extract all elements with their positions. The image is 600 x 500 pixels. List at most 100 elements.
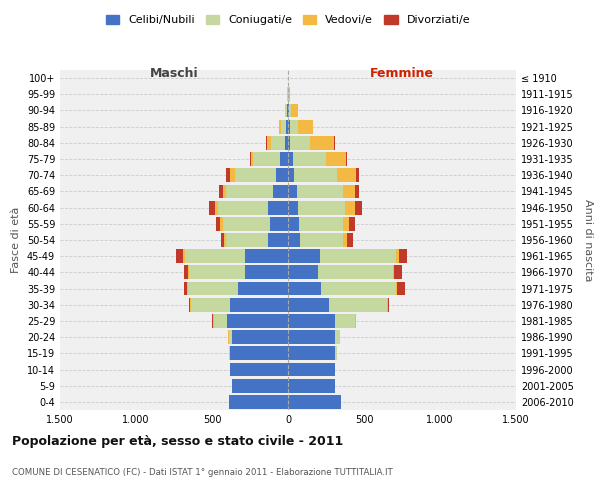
Bar	[288, 152, 293, 166]
Bar	[294, 168, 337, 182]
Bar	[223, 217, 270, 230]
Bar	[288, 346, 335, 360]
Bar	[288, 104, 289, 118]
Bar	[230, 346, 288, 360]
Bar	[289, 88, 290, 101]
Bar	[335, 330, 340, 344]
Y-axis label: Anni di nascita: Anni di nascita	[583, 198, 593, 281]
Bar	[188, 282, 238, 296]
Bar	[322, 282, 396, 296]
Bar	[335, 314, 355, 328]
Bar	[343, 217, 349, 230]
Bar	[270, 217, 288, 230]
Bar	[267, 136, 271, 149]
Bar	[213, 314, 214, 328]
Bar	[394, 266, 402, 280]
Bar	[288, 200, 298, 214]
Bar	[219, 184, 223, 198]
Bar	[288, 395, 341, 409]
Bar	[176, 250, 183, 263]
Bar	[184, 282, 187, 296]
Bar	[396, 282, 397, 296]
Bar	[230, 362, 288, 376]
Text: Maschi: Maschi	[149, 67, 199, 80]
Bar	[253, 152, 280, 166]
Bar	[396, 250, 399, 263]
Y-axis label: Fasce di età: Fasce di età	[11, 207, 21, 273]
Bar	[288, 217, 299, 230]
Bar	[226, 233, 268, 247]
Bar	[266, 136, 267, 149]
Bar	[235, 168, 276, 182]
Bar	[245, 250, 288, 263]
Bar	[226, 184, 273, 198]
Bar	[183, 250, 185, 263]
Bar	[347, 233, 353, 247]
Bar	[288, 379, 335, 392]
Bar	[209, 200, 215, 214]
Bar	[288, 362, 335, 376]
Bar	[187, 282, 188, 296]
Bar	[212, 314, 213, 328]
Bar	[188, 266, 189, 280]
Bar	[343, 233, 347, 247]
Bar	[286, 120, 288, 134]
Bar	[287, 104, 288, 118]
Bar	[218, 200, 268, 214]
Bar	[288, 120, 290, 134]
Bar	[349, 217, 355, 230]
Bar	[229, 346, 230, 360]
Bar	[387, 298, 388, 312]
Text: Popolazione per età, sesso e stato civile - 2011: Popolazione per età, sesso e stato civil…	[12, 435, 343, 448]
Bar	[355, 314, 356, 328]
Bar	[228, 330, 229, 344]
Bar	[334, 136, 335, 149]
Bar	[337, 168, 356, 182]
Bar	[343, 184, 355, 198]
Bar	[288, 233, 300, 247]
Bar	[293, 152, 326, 166]
Bar	[399, 250, 407, 263]
Bar	[329, 298, 387, 312]
Bar	[388, 298, 389, 312]
Bar	[288, 136, 290, 149]
Bar	[238, 282, 288, 296]
Bar	[227, 314, 288, 328]
Bar	[276, 168, 288, 182]
Bar	[288, 250, 320, 263]
Bar	[245, 266, 288, 280]
Bar	[229, 330, 232, 344]
Text: Femmine: Femmine	[370, 67, 434, 80]
Bar	[299, 217, 343, 230]
Bar	[356, 168, 359, 182]
Bar	[215, 200, 218, 214]
Bar	[230, 168, 235, 182]
Bar	[285, 136, 288, 149]
Bar	[397, 282, 405, 296]
Bar	[288, 184, 297, 198]
Bar	[189, 298, 190, 312]
Bar	[189, 266, 245, 280]
Bar	[310, 136, 334, 149]
Bar	[290, 120, 298, 134]
Bar	[288, 314, 335, 328]
Bar	[224, 233, 226, 247]
Bar	[273, 184, 288, 198]
Bar	[288, 266, 319, 280]
Bar	[226, 168, 230, 182]
Bar	[223, 184, 226, 198]
Bar	[288, 282, 322, 296]
Bar	[216, 217, 220, 230]
Bar	[190, 298, 191, 312]
Bar	[292, 104, 298, 118]
Bar	[220, 217, 223, 230]
Bar	[335, 346, 337, 360]
Bar	[345, 200, 355, 214]
Bar	[355, 184, 359, 198]
Bar	[251, 152, 253, 166]
Bar	[298, 200, 345, 214]
Bar	[320, 250, 396, 263]
Bar	[271, 136, 285, 149]
Bar	[297, 184, 343, 198]
Bar	[268, 200, 288, 214]
